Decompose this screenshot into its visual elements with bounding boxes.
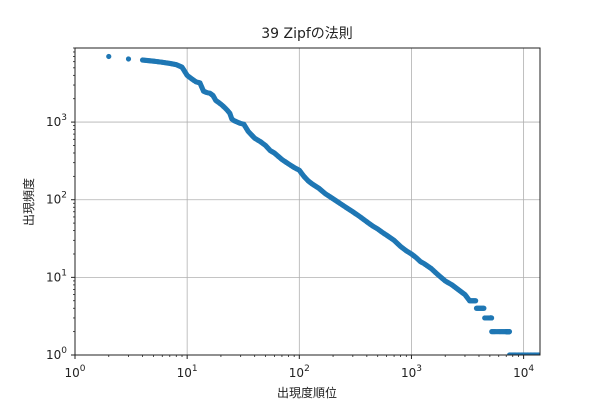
data-point	[535, 352, 540, 355]
y-tick-label: 101	[46, 268, 67, 284]
x-tick-label: 100	[64, 364, 85, 380]
y-axis-label: 出現頻度	[21, 178, 36, 226]
data-point	[106, 53, 112, 60]
axis-ticks: 100 101 102 103 104 100 101 102 103	[46, 47, 534, 380]
x-tick-label: 103	[401, 364, 422, 380]
x-axis-label: 出現度順位	[277, 385, 337, 400]
data-point	[125, 56, 132, 62]
y-tick-label: 103	[46, 113, 67, 129]
chart-title: 39 Zipfの法則	[261, 26, 353, 42]
data-point	[506, 329, 513, 335]
data-points	[106, 53, 540, 355]
x-tick-label: 101	[177, 364, 198, 380]
x-tick-label: 102	[289, 364, 310, 380]
data-point	[473, 298, 479, 304]
data-point	[481, 305, 487, 311]
y-tick-label: 100	[46, 346, 67, 362]
plot-frame	[74, 47, 541, 356]
y-tick-label: 102	[46, 191, 67, 207]
data-point	[488, 315, 495, 321]
x-tick-label: 104	[513, 364, 534, 380]
